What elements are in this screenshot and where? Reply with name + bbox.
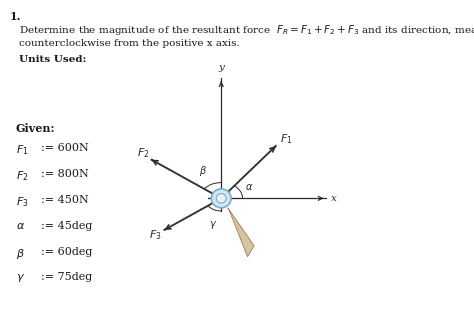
Text: $\beta$: $\beta$ xyxy=(16,247,25,261)
Text: $\gamma$: $\gamma$ xyxy=(209,219,217,231)
Text: := 600N: := 600N xyxy=(41,143,88,153)
Text: 1.: 1. xyxy=(9,11,21,22)
Text: counterclockwise from the positive x axis.: counterclockwise from the positive x axi… xyxy=(19,39,240,48)
Text: := 450N: := 450N xyxy=(41,195,88,205)
Text: := 800N: := 800N xyxy=(41,169,88,179)
Text: $\alpha$: $\alpha$ xyxy=(16,221,25,231)
Text: $F_2$: $F_2$ xyxy=(137,146,149,160)
Circle shape xyxy=(216,194,226,203)
Text: Units Used:: Units Used: xyxy=(19,55,87,64)
Text: $F_3$: $F_3$ xyxy=(16,195,28,209)
Text: $F_1$: $F_1$ xyxy=(16,143,28,157)
Text: Determine the magnitude of the resultant force  $F_R= F_1 + F_2+ F_3$ and its di: Determine the magnitude of the resultant… xyxy=(19,23,474,37)
Text: := 75deg: := 75deg xyxy=(41,273,92,282)
Circle shape xyxy=(211,189,231,208)
Text: := 60deg: := 60deg xyxy=(41,247,92,256)
Polygon shape xyxy=(228,208,254,257)
Text: Given:: Given: xyxy=(16,123,55,134)
Text: x: x xyxy=(331,194,337,203)
Text: $F_3$: $F_3$ xyxy=(149,229,162,242)
Text: $\gamma$: $\gamma$ xyxy=(16,273,25,284)
Text: := 45deg: := 45deg xyxy=(41,221,92,231)
Text: $F_2$: $F_2$ xyxy=(16,169,28,183)
Text: $\alpha$: $\alpha$ xyxy=(245,182,253,192)
Text: $F_1$: $F_1$ xyxy=(280,132,293,146)
Text: y: y xyxy=(219,63,224,72)
Text: $\beta$: $\beta$ xyxy=(199,164,207,178)
